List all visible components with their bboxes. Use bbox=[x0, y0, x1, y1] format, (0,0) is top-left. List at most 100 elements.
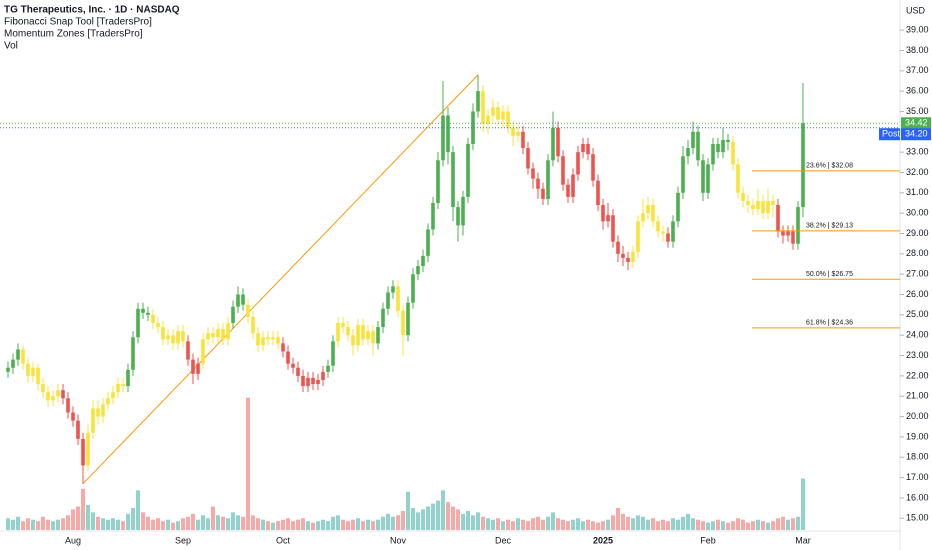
volume-bar bbox=[161, 521, 165, 530]
candle-body bbox=[566, 184, 570, 197]
volume-bar bbox=[391, 516, 395, 530]
volume-bar bbox=[686, 513, 690, 530]
volume-bar bbox=[416, 512, 420, 530]
candle-body bbox=[491, 107, 495, 116]
candle-body bbox=[761, 200, 765, 214]
volume-bar bbox=[351, 519, 355, 530]
candle-body bbox=[771, 200, 775, 206]
candle-body bbox=[366, 331, 370, 340]
volume-bar bbox=[256, 518, 260, 530]
volume-bar bbox=[261, 519, 265, 530]
candle-body bbox=[766, 200, 770, 214]
candle-body bbox=[476, 91, 480, 112]
candle-body bbox=[231, 306, 235, 324]
volume-bar bbox=[561, 519, 565, 530]
candle-body bbox=[466, 144, 470, 197]
indicator-name: Fibonacci Snap Tool [TradersPro] bbox=[4, 17, 152, 28]
volume-bar bbox=[491, 519, 495, 530]
volume-bar bbox=[216, 515, 220, 530]
volume-bar bbox=[281, 519, 285, 530]
volume-bar bbox=[326, 521, 330, 530]
candle-body bbox=[51, 396, 55, 401]
candle-body bbox=[161, 327, 165, 340]
candle-body bbox=[331, 341, 335, 366]
volume-bar bbox=[621, 513, 625, 530]
volume-bar bbox=[6, 518, 10, 530]
candle-body bbox=[156, 323, 160, 328]
volume-bar bbox=[236, 515, 240, 530]
volume-bar bbox=[776, 518, 780, 530]
volume-bar bbox=[371, 521, 375, 530]
candle-body bbox=[321, 371, 325, 380]
candle-body bbox=[671, 221, 675, 242]
candle-body bbox=[611, 215, 615, 242]
y-tick-label: 30.00 bbox=[906, 208, 929, 218]
candle-body bbox=[126, 369, 130, 387]
volume-bar bbox=[131, 507, 135, 530]
volume-bar bbox=[71, 509, 75, 530]
volume-bar bbox=[456, 509, 460, 530]
candle-body bbox=[281, 343, 285, 352]
volume-bar bbox=[366, 519, 370, 530]
volume-bar bbox=[46, 519, 50, 530]
candle-body bbox=[381, 308, 385, 328]
candle-body bbox=[336, 323, 340, 342]
volume-bar bbox=[21, 521, 25, 530]
volume-bar bbox=[226, 518, 230, 530]
candle-body bbox=[181, 331, 185, 342]
x-tick-label: Sep bbox=[175, 535, 191, 545]
volume-bar bbox=[446, 502, 450, 530]
y-tick-label: 18.00 bbox=[906, 452, 929, 462]
candle-body bbox=[306, 377, 310, 387]
candle-body bbox=[451, 152, 455, 208]
candle-body bbox=[791, 231, 795, 244]
x-tick-label: 2025 bbox=[593, 535, 613, 545]
candle-body bbox=[781, 231, 785, 236]
volume-bar bbox=[421, 509, 425, 530]
candle-body bbox=[586, 144, 590, 155]
volume-bar bbox=[631, 518, 635, 530]
candle-body bbox=[166, 335, 170, 340]
candle-body bbox=[251, 316, 255, 334]
candle-body bbox=[21, 349, 25, 364]
candle-body bbox=[276, 337, 280, 344]
candle-body bbox=[221, 329, 225, 340]
candle-body bbox=[576, 152, 580, 175]
volume-bar bbox=[251, 515, 255, 530]
volume-bar bbox=[311, 522, 315, 530]
volume-bar bbox=[506, 519, 510, 530]
candle-body bbox=[66, 398, 70, 413]
y-tick-label: 23.00 bbox=[906, 350, 929, 360]
candle-body bbox=[731, 141, 735, 165]
candle-body bbox=[411, 274, 415, 303]
volume-bar bbox=[516, 518, 520, 530]
volume-bar bbox=[476, 512, 480, 530]
y-tick-label: 28.00 bbox=[906, 248, 929, 258]
volume-bar bbox=[181, 518, 185, 530]
y-tick-label: 22.00 bbox=[906, 370, 929, 380]
post-badge bbox=[879, 128, 900, 141]
volume-bar bbox=[526, 521, 530, 530]
candle-body bbox=[661, 231, 665, 234]
candle-body bbox=[551, 127, 555, 161]
volume-bar bbox=[696, 519, 700, 530]
candle-body bbox=[256, 333, 260, 346]
candle-body bbox=[446, 115, 450, 153]
y-tick-label: 26.00 bbox=[906, 289, 929, 299]
volume-bar bbox=[406, 491, 410, 530]
volume-bar bbox=[166, 519, 170, 530]
candle-body bbox=[176, 331, 180, 344]
y-tick-label: 17.00 bbox=[906, 472, 929, 482]
volume-bar bbox=[141, 512, 145, 530]
volume-bar bbox=[556, 518, 560, 530]
volume-bar bbox=[106, 519, 110, 530]
volume-bar bbox=[196, 519, 200, 530]
volume-bar bbox=[641, 516, 645, 530]
volume-bar bbox=[81, 488, 85, 530]
candle-body bbox=[136, 308, 140, 338]
candle-body bbox=[621, 253, 625, 258]
y-tick-label: 39.00 bbox=[906, 24, 929, 34]
candle-body bbox=[541, 188, 545, 199]
volume-bar bbox=[531, 518, 535, 530]
last-price-badge bbox=[901, 117, 931, 130]
